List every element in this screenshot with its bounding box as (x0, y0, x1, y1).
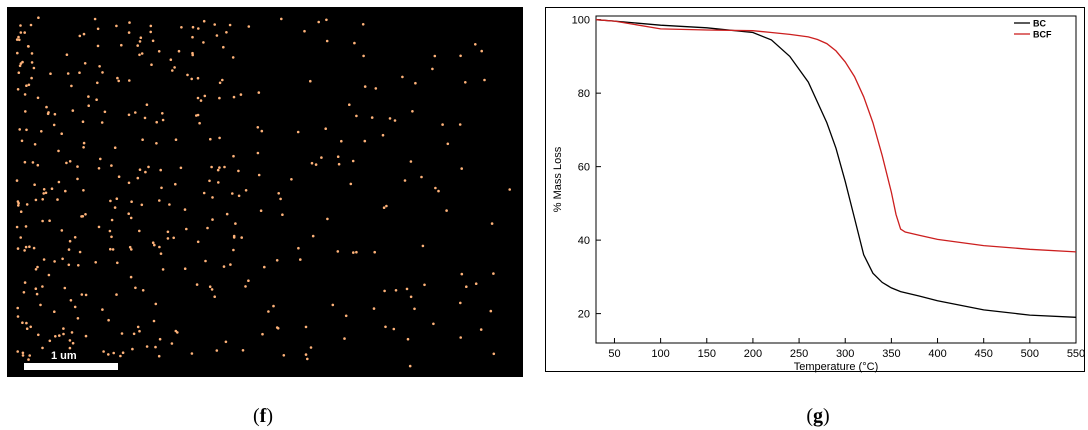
x-tick-label: 50 (608, 348, 620, 360)
y-tick-label: 60 (578, 162, 590, 174)
y-tick-label: 20 (578, 309, 590, 321)
x-tick-label: 150 (698, 348, 716, 360)
x-tick-label: 100 (651, 348, 669, 360)
y-tick-label: 100 (572, 15, 590, 27)
x-tick-label: 400 (928, 348, 946, 360)
panel-label-f: (f) (252, 405, 274, 427)
x-tick-label: 250 (790, 348, 808, 360)
tga-chart: 50 100 150 200 250 300 350 400 450 500 550 20 40 60 80… (552, 15, 1085, 373)
legend-label-bc: BC (1033, 19, 1046, 29)
x-axis-label: Temperature (°C) (794, 361, 878, 373)
elemental-map-dots (15, 16, 512, 368)
x-tick-label: 550 (1067, 348, 1085, 360)
x-tick-label: 200 (744, 348, 762, 360)
scale-bar (24, 363, 118, 370)
plot-frame (595, 15, 1077, 344)
x-tick-label: 300 (836, 348, 854, 360)
panel-label-g: (g) (806, 405, 830, 427)
y-tick-label: 80 (578, 88, 590, 100)
dot-cloud (15, 16, 512, 368)
x-tick-label: 500 (1021, 348, 1039, 360)
series-line-bcf (595, 19, 1077, 253)
legend-label-bcf: BCF (1033, 30, 1052, 40)
x-tick-label: 450 (975, 348, 993, 360)
x-tick-label: 350 (882, 348, 900, 360)
series-line-bc (595, 19, 1077, 318)
elemental-map-image: 1 um (7, 7, 523, 377)
tga-chart-panel: 50 100 150 200 250 300 350 400 450 500 550 20 40 60 80… (545, 7, 1085, 373)
scale-bar-label: 1 um (51, 350, 77, 362)
y-tick-label: 40 (578, 235, 590, 247)
y-axis-label: % Mass Loss (552, 146, 564, 212)
